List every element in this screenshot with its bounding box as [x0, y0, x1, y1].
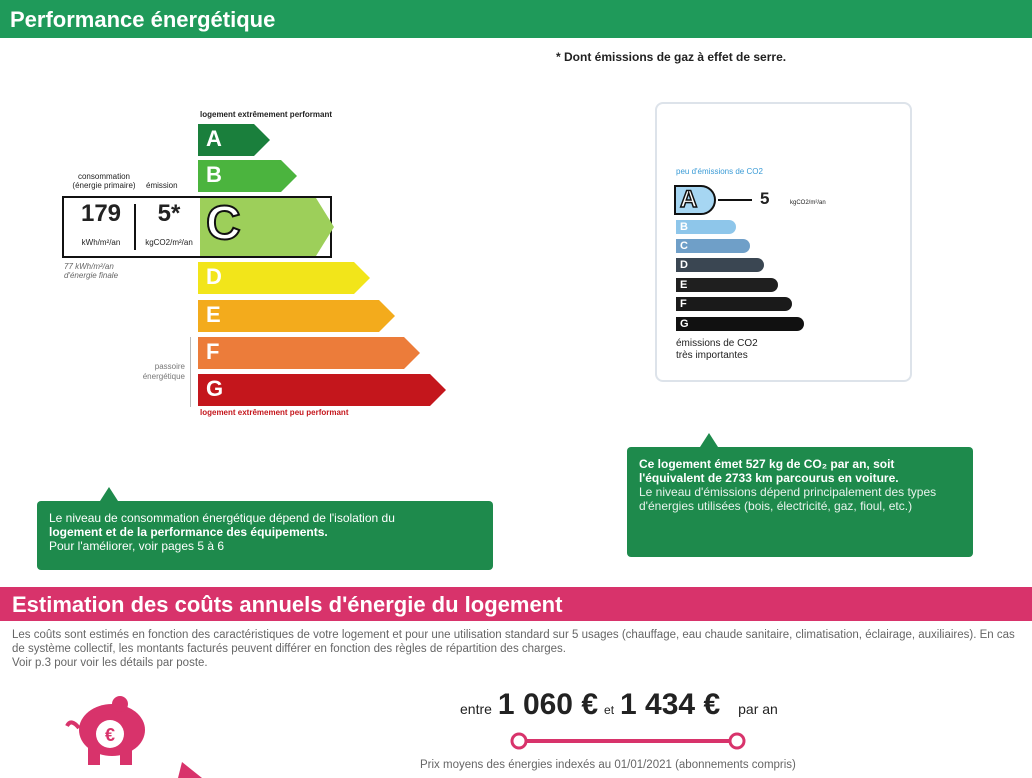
- co2-class-e: E: [676, 278, 778, 292]
- piggy-bank-euro-icon: €: [65, 696, 145, 765]
- consumption-value: 179: [80, 200, 122, 227]
- co2-value: 5: [760, 189, 770, 208]
- price-footnote: Prix moyens des énergies indexés au 01/0…: [420, 759, 796, 771]
- co2-class-g: G: [676, 317, 804, 331]
- emission-unit: kgCO2/m²/an: [145, 238, 193, 247]
- footnote: * Dont émissions de gaz à effet de serre…: [556, 50, 787, 64]
- energy-class-e: E: [198, 300, 395, 332]
- emission-value: 5*: [157, 200, 181, 227]
- cost-max: 1 434 €: [620, 688, 721, 721]
- consumption-unit: kWh/m²/an: [81, 238, 121, 247]
- energy-class-d: D: [198, 262, 370, 294]
- callout-pointer: [700, 433, 718, 447]
- co2-class-c: C: [676, 239, 750, 253]
- energy-class-a: A: [198, 124, 270, 156]
- energy-callout: Le niveau de consommation énergétique dé…: [37, 501, 493, 570]
- energy-class-c-current: C: [200, 198, 334, 256]
- label-top-text: logement extrêmement performant: [200, 110, 333, 119]
- cost-range: entre 1 060 € et 1 434 € par an: [460, 688, 778, 721]
- co2-label-box: [655, 102, 912, 382]
- emission-label: émission: [146, 181, 178, 190]
- co2-class-a-current: A: [674, 185, 716, 215]
- cost-min: 1 060 €: [497, 688, 599, 721]
- section-header-costs: Estimation des coûts annuels d'énergie d…: [0, 587, 1032, 621]
- final-energy: 77 kWh/m²/an d'énergie finale: [64, 262, 119, 280]
- costs-description: Les coûts sont estimés en fonction des c…: [12, 629, 1015, 669]
- consumption-label: consommation (énergie primaire): [72, 172, 136, 190]
- co2-class-f: F: [676, 297, 792, 311]
- energy-class-f: F: [198, 337, 420, 369]
- energy-class-g: G: [198, 374, 446, 406]
- co2-bottom-text: émissions de CO2 très importantes: [676, 338, 758, 361]
- passoire-label: passoire énergétique: [142, 362, 185, 381]
- callout-pointer: [100, 487, 118, 501]
- svg-text:€: €: [105, 725, 115, 745]
- co2-unit: kgCO2/m²/an: [790, 200, 826, 206]
- arrow-pointer: [178, 762, 202, 778]
- co2-callout: Ce logement émet 527 kg de CO₂ par an, s…: [627, 447, 973, 557]
- co2-class-b: B: [676, 220, 736, 234]
- label-bottom-text: logement extrêmement peu performant: [200, 408, 349, 417]
- section-header-performance: Performance énergétique: [0, 0, 1032, 38]
- co2-top-text: peu d'émissions de CO2: [676, 167, 763, 176]
- current-energy-box: 179 kWh/m²/an 5* kgCO2/m²/an C: [62, 196, 332, 258]
- co2-class-d: D: [676, 258, 764, 272]
- energy-class-b: B: [198, 160, 297, 192]
- cost-range-bar: [510, 732, 746, 750]
